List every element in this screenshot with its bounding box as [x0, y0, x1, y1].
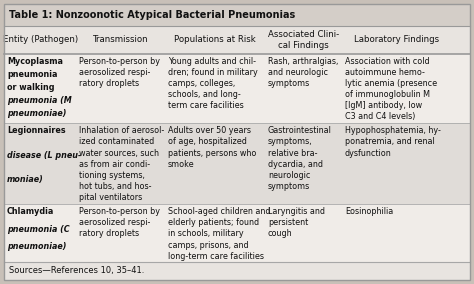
Bar [4, 262, 470, 280]
Text: pneumonia: pneumonia [7, 70, 57, 79]
Text: Inhalation of aerosol-
ized contaminated
water sources, such
as from air condi-
: Inhalation of aerosol- ized contaminated… [79, 126, 164, 202]
Text: Chlamydia: Chlamydia [7, 207, 55, 216]
Text: Person-to-person by
aerosolized respi-
ratory droplets: Person-to-person by aerosolized respi- r… [79, 207, 160, 239]
Bar [4, 26, 470, 54]
Text: Legionnaires: Legionnaires [7, 126, 65, 135]
Bar [4, 204, 470, 262]
Text: Eosinophilia: Eosinophilia [345, 207, 393, 216]
Bar [4, 54, 470, 123]
Text: Mycoplasma: Mycoplasma [7, 57, 63, 66]
Text: or walking: or walking [7, 83, 55, 92]
Text: Sources—References 10, 35–41.: Sources—References 10, 35–41. [9, 266, 145, 275]
Text: pneumoniae): pneumoniae) [7, 109, 66, 118]
Text: Table 1: Nonzoonotic Atypical Bacterial Pneumonias: Table 1: Nonzoonotic Atypical Bacterial … [9, 10, 295, 20]
Text: Laboratory Findings: Laboratory Findings [354, 36, 439, 45]
Text: Gastrointestinal
symptoms,
relative bra-
dycardia, and
neurologic
symptoms: Gastrointestinal symptoms, relative bra-… [268, 126, 332, 191]
Text: Association with cold
autoimmune hemo-
lytic anemia (presence
of immunoglobulin : Association with cold autoimmune hemo- l… [345, 57, 437, 122]
Bar [4, 123, 470, 204]
Text: moniae): moniae) [7, 175, 44, 184]
Text: Entity (Pathogen): Entity (Pathogen) [2, 36, 78, 45]
Bar [4, 4, 470, 26]
Text: pneumonia (C: pneumonia (C [7, 225, 70, 234]
Text: pneumoniae): pneumoniae) [7, 242, 66, 251]
Text: pneumonia (M: pneumonia (M [7, 96, 72, 105]
Text: Young adults and chil-
dren; found in military
camps, colleges,
schools, and lon: Young adults and chil- dren; found in mi… [168, 57, 257, 110]
Text: Rash, arthralgias,
and neurologic
symptoms: Rash, arthralgias, and neurologic sympto… [268, 57, 338, 88]
Text: Transmission: Transmission [93, 36, 148, 45]
Text: Populations at Risk: Populations at Risk [174, 36, 256, 45]
Text: Adults over 50 years
of age, hospitalized
patients, persons who
smoke: Adults over 50 years of age, hospitalize… [168, 126, 256, 169]
Text: disease (L pneu-: disease (L pneu- [7, 151, 82, 160]
Text: Hypophosphatemia, hy-
ponatremia, and renal
dysfunction: Hypophosphatemia, hy- ponatremia, and re… [345, 126, 441, 158]
Text: Laryngitis and
persistent
cough: Laryngitis and persistent cough [268, 207, 325, 239]
Text: School-aged children and
elderly patients; found
in schools, military
camps, pri: School-aged children and elderly patient… [168, 207, 270, 261]
Text: Associated Clini-
cal Findings: Associated Clini- cal Findings [268, 30, 339, 50]
Text: Person-to-person by
aerosolized respi-
ratory droplets: Person-to-person by aerosolized respi- r… [79, 57, 160, 88]
